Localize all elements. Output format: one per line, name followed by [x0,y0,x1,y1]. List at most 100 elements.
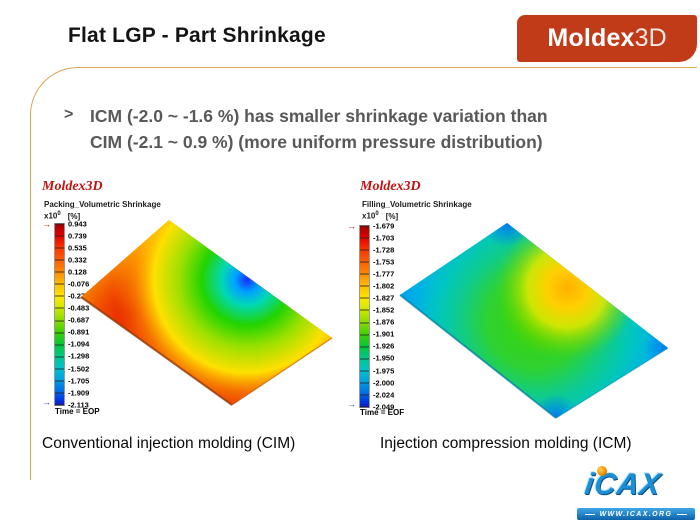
tick-value: -1.298 [68,351,90,361]
tick-mark [360,249,369,251]
colorbar-tick: -1.901 [360,331,394,338]
tick-mark [55,283,64,285]
caption-icm: Injection compression molding (ICM) [380,435,632,452]
scale-unit: [%] [67,211,81,221]
max-arrow-icon: → [347,221,356,231]
tick-mark [360,370,369,372]
colorbar-tick: -1.705 [55,377,89,384]
colorbar-icm [359,225,370,408]
tick-value: -1.502 [68,364,90,374]
tick-mark [55,368,64,370]
tick-mark [360,394,369,396]
colorbar-tick: 0.739 [55,231,87,241]
tick-value: -1.094 [68,339,90,349]
tick-value: -0.687 [68,315,90,325]
colorbar-tick: -0.483 [55,305,89,312]
colorbar-tick: -1.502 [55,365,89,372]
tick-mark [55,271,64,273]
tick-mark [360,382,369,384]
tick-value: -1.852 [373,305,395,315]
page-title: Flat LGP - Part Shrinkage [68,24,326,47]
icm-contour-plot [399,223,669,419]
colorbar-tick: -1.852 [360,307,394,314]
colorbar-tick: 0.943 [55,220,87,228]
tick-mark [55,404,64,406]
colorbar-tick: -1.827 [360,295,394,302]
tick-value: -2.024 [373,390,395,400]
tick-value: -1.926 [373,341,395,351]
colorbar-cim [54,223,65,406]
icax-url-text: WWW.ICAX.ORG [599,510,673,518]
colorbar-tick: -2.000 [360,379,394,386]
scale-prefix: x10 [44,211,58,221]
colorbar-ticks-cim: 0.943 0.739 0.535 0.332 0.128 -0.076 -0.279 -0.… [55,220,115,408]
scale-exponent: 0 [375,211,379,217]
colorbar-tick: 0.535 [55,244,87,252]
tick-mark [55,356,64,358]
tick-mark [360,322,369,324]
bullet-text: ICM (-2.0 ~ -1.6 %) has smaller shrinkag… [90,103,680,155]
colorbar-tick: -1.777 [360,271,394,278]
colorbar-tick: -0.076 [55,281,89,288]
colorbar-tick: -0.891 [55,329,89,336]
colorbar-tick: -2.113 [55,400,89,410]
time-label-icm: Time = EOF [360,408,405,417]
scale-prefix: x10 [362,211,376,221]
colorbar-tick: -0.687 [55,317,89,324]
tick-value: -1.909 [68,388,90,398]
bullet-marker: > [64,106,74,123]
tick-value: -1.728 [373,245,395,255]
tick-value: -1.753 [373,257,395,267]
colorbar-tick: -0.279 [55,293,89,300]
plot-title-icm: Filling_Volumetric Shrinkage [362,200,472,209]
tick-mark [55,392,64,394]
moldex3d-logo-text-bold: Moldex [547,24,635,52]
tick-mark [55,307,64,309]
icax-url-bar: WWW.ICAX.ORG [577,508,695,520]
tick-mark [55,235,64,237]
tick-mark [360,334,369,336]
tick-value: -0.891 [68,327,90,337]
plot-title-cim: Packing_Volumetric Shrinkage [44,200,161,209]
tick-mark [55,295,64,297]
tick-value: -2.000 [373,378,395,388]
colorbar-tick: 0.128 [55,269,87,276]
scale-units-icm: x100 [%] [362,211,398,221]
colorbar-tick: 0.332 [55,255,87,265]
tick-value: -1.802 [373,281,395,291]
scale-units-cim: x100 [%] [44,211,80,221]
caption-cim: Conventional injection molding (CIM) [42,435,296,452]
colorbar-tick: -1.876 [360,319,394,326]
bullet-line-2: CIM (-2.1 ~ 0.9 %) (more uniform pressur… [90,132,543,152]
colorbar-tick: -1.975 [360,367,394,374]
tick-value: -2.113 [68,400,89,410]
tick-value: -0.076 [68,279,90,289]
colorbar-tick: -1.753 [360,257,395,267]
icax-logo-text: iCAX [582,468,664,501]
tick-mark [360,225,369,227]
cim-contour-plot [80,220,333,406]
tick-value: -0.279 [68,291,90,301]
tick-value: 0.332 [68,255,87,265]
colorbar-tick: -1.802 [360,283,394,290]
tick-mark [55,259,64,261]
tick-value: -0.483 [68,303,90,313]
tick-mark [360,285,369,287]
tick-mark [360,406,369,408]
tick-value: -1.975 [373,366,395,376]
moldex3d-logo: Moldex 3D [517,15,697,62]
colorbar-tick: -2.049 [360,403,394,411]
tick-value: -1.901 [373,329,395,339]
tick-mark [360,261,369,263]
min-arrow-icon: → [42,397,51,407]
colorbar-tick: -2.024 [360,391,394,398]
colorbar-tick: -1.926 [360,343,394,350]
tick-mark [360,358,369,360]
tick-value: -1.679 [373,221,395,231]
min-arrow-icon: → [347,399,356,409]
tick-value: -1.876 [373,317,395,327]
tick-mark [360,273,369,275]
tick-value: 0.739 [68,231,87,241]
tick-mark [55,223,64,225]
colorbar-tick: -1.950 [360,355,394,362]
